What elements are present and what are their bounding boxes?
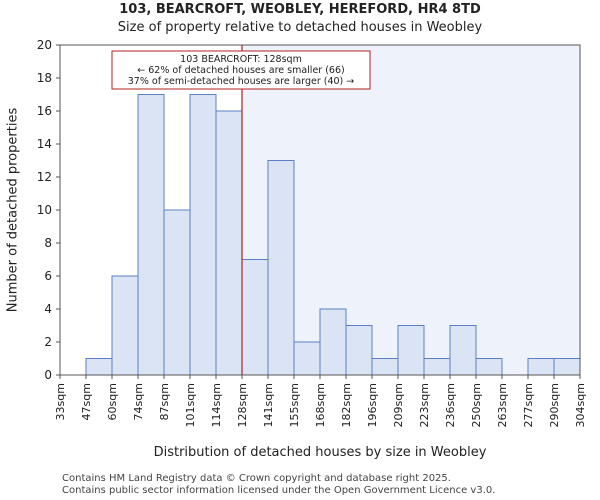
bar [371, 358, 399, 376]
bar [475, 358, 503, 376]
x-tick-label: 209sqm [392, 383, 405, 427]
x-tick-label: 114sqm [210, 383, 223, 427]
y-tick-label: 18 [37, 71, 52, 85]
chart-title-address: 103, BEARCROFT, WEOBLEY, HEREFORD, HR4 8… [119, 2, 481, 17]
y-tick-label: 20 [37, 38, 52, 52]
bar [527, 358, 555, 376]
bar [137, 94, 165, 376]
x-tick-label: 263sqm [496, 383, 509, 427]
annotation-line: 37% of semi-detached houses are larger (… [128, 76, 355, 87]
y-tick-label: 10 [37, 203, 52, 217]
x-tick-label: 223sqm [418, 383, 431, 427]
bar [397, 325, 425, 376]
bar [319, 308, 347, 376]
y-tick-label: 8 [44, 236, 52, 250]
y-tick-label: 12 [37, 170, 52, 184]
y-tick-label: 0 [44, 368, 52, 382]
x-tick-label: 74sqm [132, 383, 145, 420]
x-tick-label: 33sqm [54, 383, 67, 420]
highlight-region [242, 45, 580, 375]
footer-licence: Contains public sector information licen… [62, 485, 496, 496]
annotation-line: 103 BEARCROFT: 128sqm [180, 54, 302, 65]
x-tick-label: 101sqm [184, 383, 197, 427]
bar [85, 358, 113, 376]
bar [267, 160, 295, 376]
bar [449, 325, 477, 376]
x-tick-label: 141sqm [262, 383, 275, 427]
x-tick-label: 277sqm [522, 383, 535, 427]
bar [163, 209, 191, 376]
x-tick-label: 87sqm [158, 383, 171, 420]
chart-title: Size of property relative to detached ho… [117, 20, 483, 35]
annotation-box [111, 50, 371, 90]
y-tick-label: 16 [37, 104, 52, 118]
x-tick-label: 155sqm [288, 383, 301, 427]
x-tick-label: 304sqm [574, 383, 587, 427]
footer-copyright: Contains HM Land Registry data © Crown c… [62, 473, 451, 484]
x-tick-label: 236sqm [444, 383, 457, 427]
y-axis-label: Number of detached properties [5, 107, 21, 313]
bar [189, 94, 217, 376]
x-tick-label: 47sqm [80, 383, 93, 420]
x-tick-label: 290sqm [548, 383, 561, 427]
x-tick-label: 128sqm [236, 383, 249, 427]
x-tick-label: 60sqm [106, 383, 119, 420]
bar [215, 110, 243, 376]
bar [241, 259, 269, 376]
y-tick-label: 4 [44, 302, 52, 316]
bar [345, 325, 373, 376]
x-tick-label: 250sqm [470, 383, 483, 427]
y-tick-label: 2 [44, 335, 52, 349]
y-tick-label: 14 [37, 137, 52, 151]
annotation-line: ← 62% of detached houses are smaller (66… [137, 65, 344, 76]
bar [293, 341, 321, 376]
bar [111, 275, 139, 376]
x-tick-label: 168sqm [314, 383, 327, 427]
bar [423, 358, 451, 376]
x-tick-label: 182sqm [340, 383, 353, 427]
y-tick-label: 6 [44, 269, 52, 283]
x-tick-label: 196sqm [366, 383, 379, 427]
x-axis-label: Distribution of detached houses by size … [153, 445, 487, 460]
bar [553, 358, 581, 376]
